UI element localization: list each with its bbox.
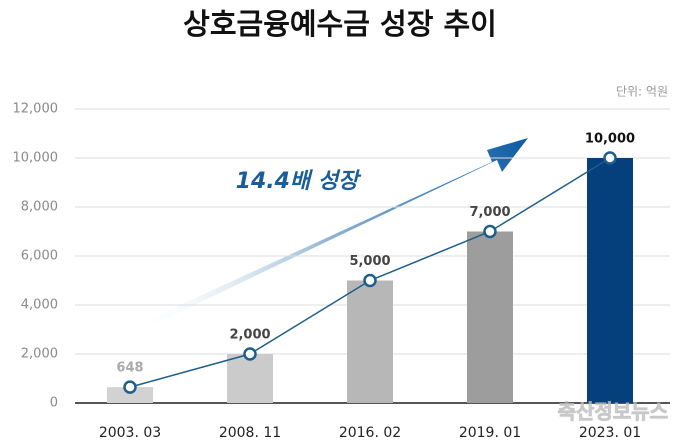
bar bbox=[587, 158, 633, 403]
value-label: 2,000 bbox=[229, 328, 270, 343]
y-tick-label: 12,000 bbox=[13, 102, 59, 117]
value-label: 648 bbox=[116, 361, 143, 376]
line-marker bbox=[123, 380, 137, 394]
y-tick-label: 4,000 bbox=[21, 298, 58, 313]
value-label: 5,000 bbox=[349, 254, 390, 269]
bar bbox=[227, 354, 273, 403]
line-marker bbox=[603, 151, 617, 165]
value-label: 10,000 bbox=[585, 132, 635, 147]
watermark: 축산정보뉴스 bbox=[558, 400, 668, 424]
annotation: 14.4배 성장 bbox=[236, 169, 362, 194]
bar bbox=[467, 231, 513, 403]
y-tick-label: 0 bbox=[50, 396, 58, 411]
chart-title: 상호금융예수금 성장 추이 bbox=[183, 7, 497, 41]
line-marker bbox=[483, 224, 497, 239]
bar bbox=[107, 387, 153, 403]
line-marker bbox=[243, 347, 257, 361]
marks: 2003. 03 2008. 11 2016. 02 2019. 01 2023. 01… bbox=[99, 132, 641, 442]
line-marker bbox=[363, 273, 377, 288]
x-tick-label: 2019. 01 bbox=[459, 425, 521, 441]
growth-arrow bbox=[130, 138, 528, 334]
y-tick-label: 2,000 bbox=[21, 347, 58, 362]
value-label: 7,000 bbox=[469, 205, 510, 220]
x-tick-label: 2003. 03 bbox=[99, 425, 161, 441]
bar bbox=[347, 280, 393, 403]
y-tick-label: 8,000 bbox=[21, 200, 58, 215]
x-tick-label: 2008. 11 bbox=[219, 425, 281, 441]
x-tick-label: 2023. 01 bbox=[579, 425, 641, 441]
y-tick-label: 6,000 bbox=[21, 249, 58, 264]
grid: 0 2,000 4,000 6,000 8,000 10,000 12,000 bbox=[13, 102, 670, 411]
unit-label: 단위: 억원 bbox=[616, 85, 668, 99]
y-tick-label: 10,000 bbox=[13, 151, 59, 166]
x-tick-label: 2016. 02 bbox=[339, 425, 401, 441]
